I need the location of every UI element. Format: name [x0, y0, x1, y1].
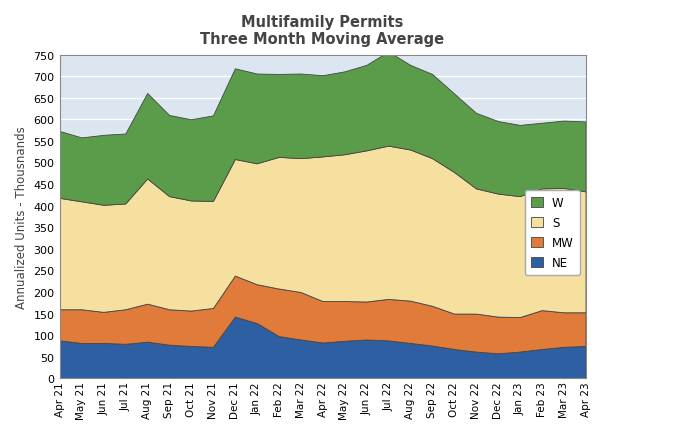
Legend: W, S, MW, NE: W, S, MW, NE	[525, 191, 580, 276]
Y-axis label: Annualized Units - Thousnands: Annualized Units - Thousnands	[15, 126, 28, 308]
Title: Multifamily Permits
Three Month Moving Average: Multifamily Permits Three Month Moving A…	[200, 15, 445, 47]
